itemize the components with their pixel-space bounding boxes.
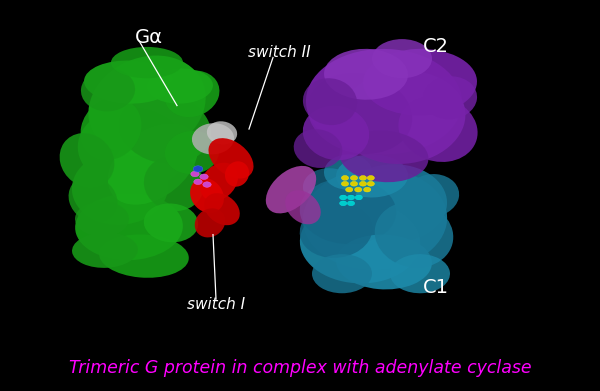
Ellipse shape: [72, 151, 168, 225]
Ellipse shape: [324, 49, 408, 100]
Circle shape: [347, 195, 355, 200]
Ellipse shape: [144, 203, 198, 242]
Ellipse shape: [390, 254, 450, 293]
Ellipse shape: [375, 201, 453, 268]
Circle shape: [193, 166, 203, 172]
Ellipse shape: [208, 138, 254, 179]
Ellipse shape: [78, 108, 186, 190]
Ellipse shape: [300, 201, 420, 283]
Ellipse shape: [59, 133, 115, 188]
Circle shape: [364, 187, 371, 192]
Circle shape: [359, 176, 367, 180]
Text: switch I: switch I: [187, 298, 245, 312]
Circle shape: [200, 174, 208, 179]
Text: C2: C2: [423, 38, 449, 56]
Ellipse shape: [300, 178, 396, 244]
Text: Gα: Gα: [135, 28, 163, 47]
Ellipse shape: [68, 176, 118, 222]
Circle shape: [347, 201, 355, 206]
Circle shape: [346, 187, 353, 192]
Ellipse shape: [200, 163, 238, 201]
Ellipse shape: [225, 161, 249, 187]
Circle shape: [191, 171, 199, 177]
Ellipse shape: [190, 178, 224, 213]
Ellipse shape: [336, 154, 408, 197]
Ellipse shape: [303, 168, 447, 270]
Ellipse shape: [336, 235, 432, 289]
Circle shape: [350, 176, 358, 180]
Ellipse shape: [324, 154, 372, 190]
Ellipse shape: [207, 121, 237, 145]
Ellipse shape: [308, 73, 412, 154]
Ellipse shape: [363, 49, 477, 115]
Circle shape: [367, 176, 374, 180]
Ellipse shape: [119, 94, 211, 164]
Ellipse shape: [72, 233, 138, 268]
Circle shape: [203, 182, 211, 187]
Ellipse shape: [204, 193, 240, 225]
Ellipse shape: [195, 208, 225, 237]
Ellipse shape: [285, 190, 321, 224]
Ellipse shape: [405, 174, 459, 217]
Ellipse shape: [312, 254, 372, 293]
Ellipse shape: [144, 156, 204, 211]
Text: Trimeric G protein in complex with adenylate cyclase: Trimeric G protein in complex with adeny…: [68, 359, 532, 377]
Ellipse shape: [300, 203, 372, 258]
Circle shape: [359, 181, 367, 186]
Ellipse shape: [84, 61, 174, 104]
Ellipse shape: [165, 131, 219, 174]
Text: switch II: switch II: [248, 45, 310, 60]
Circle shape: [355, 195, 362, 200]
Ellipse shape: [340, 131, 428, 182]
Ellipse shape: [338, 71, 466, 164]
Circle shape: [340, 201, 347, 206]
Ellipse shape: [88, 56, 206, 156]
Text: C1: C1: [423, 278, 449, 297]
Ellipse shape: [75, 201, 129, 237]
Ellipse shape: [80, 98, 142, 160]
Ellipse shape: [147, 68, 213, 104]
Ellipse shape: [108, 124, 198, 204]
Ellipse shape: [192, 123, 234, 154]
Ellipse shape: [339, 164, 447, 242]
Ellipse shape: [75, 194, 183, 260]
Circle shape: [341, 181, 349, 186]
Circle shape: [340, 195, 347, 200]
Ellipse shape: [294, 129, 342, 168]
Ellipse shape: [306, 49, 462, 154]
Ellipse shape: [81, 68, 135, 111]
Ellipse shape: [303, 106, 369, 160]
Circle shape: [350, 181, 358, 186]
Ellipse shape: [303, 168, 357, 207]
Ellipse shape: [423, 76, 477, 119]
Ellipse shape: [372, 39, 432, 78]
Ellipse shape: [303, 78, 357, 125]
Circle shape: [355, 187, 362, 192]
Circle shape: [341, 176, 349, 180]
Ellipse shape: [266, 166, 316, 213]
Ellipse shape: [99, 235, 189, 278]
Ellipse shape: [398, 96, 478, 162]
Circle shape: [367, 181, 374, 186]
Ellipse shape: [164, 71, 220, 117]
Ellipse shape: [111, 47, 183, 78]
Circle shape: [194, 179, 202, 185]
